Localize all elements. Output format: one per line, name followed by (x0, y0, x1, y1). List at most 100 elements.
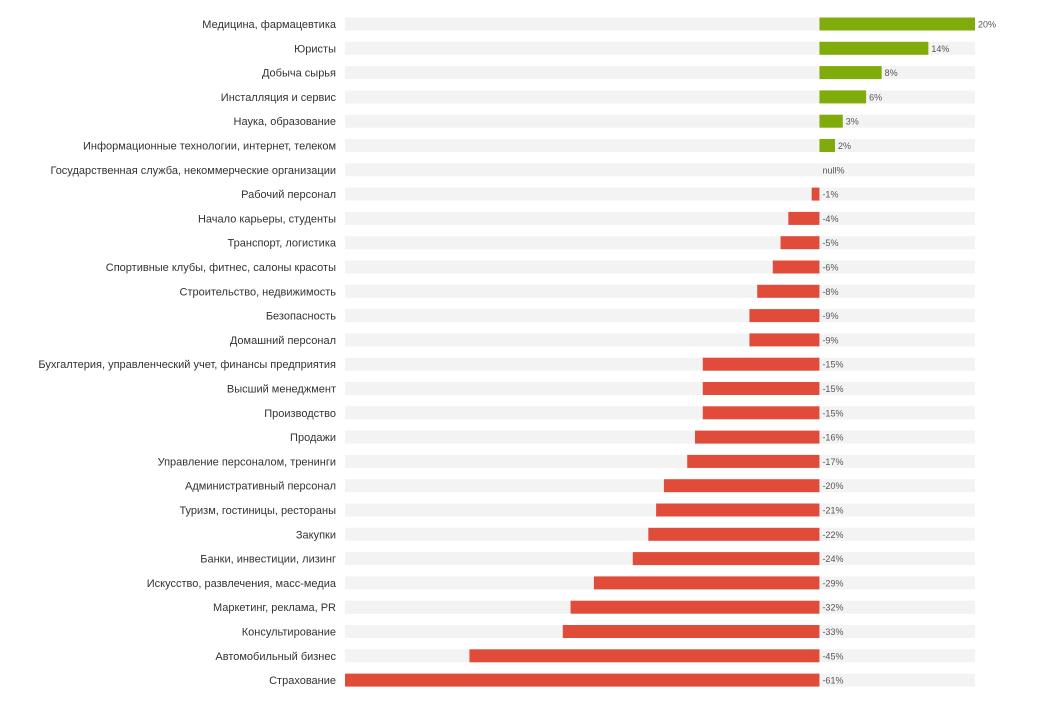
bar (469, 649, 820, 663)
category-label: Транспорт, логистика (228, 238, 337, 250)
value-label: -6% (822, 263, 838, 273)
bar-track (345, 236, 975, 250)
category-label: Спортивные клубы, фитнес, салоны красоты (106, 262, 336, 274)
value-label: -5% (822, 238, 838, 248)
category-label: Рабочий персонал (241, 189, 336, 201)
category-label: Консультирование (242, 627, 336, 639)
category-label: Страхование (269, 675, 336, 687)
bar (656, 503, 820, 517)
value-label: -17% (822, 457, 843, 467)
value-label: 14% (931, 44, 949, 54)
value-label: -15% (822, 384, 843, 394)
bar (687, 454, 820, 468)
bar (780, 236, 820, 250)
value-label: -9% (822, 335, 838, 345)
value-label: 2% (838, 141, 851, 151)
bar (345, 673, 820, 687)
bar-track (345, 41, 975, 55)
category-label: Закупки (296, 529, 336, 541)
category-label: Туризм, гостиницы, рестораны (179, 505, 336, 517)
value-label: -4% (822, 214, 838, 224)
bar-track (345, 187, 975, 201)
value-label: 3% (846, 117, 859, 127)
value-label: -45% (822, 651, 843, 661)
bar (702, 382, 820, 395)
bar (562, 625, 820, 638)
bar (695, 430, 820, 444)
bar (757, 284, 820, 298)
category-label: Высший менеджмент (227, 384, 336, 396)
category-label: Административный персонал (185, 481, 336, 493)
value-label: -32% (822, 603, 843, 613)
value-label: 20% (978, 20, 996, 30)
value-label: -8% (822, 287, 838, 297)
category-label: Добыча сырья (262, 68, 336, 80)
category-label: Строительство, недвижимость (180, 286, 337, 298)
category-label: Государственная служба, некоммерческие о… (50, 165, 336, 177)
bar-track (345, 382, 975, 395)
value-label: 8% (885, 68, 898, 78)
category-label: Начало карьеры, студенты (198, 213, 336, 225)
bar-track (345, 333, 975, 347)
category-label: Автомобильный бизнес (215, 651, 336, 663)
bar (772, 260, 820, 274)
value-label: 6% (869, 92, 882, 102)
bar (570, 600, 820, 614)
bar (632, 552, 820, 566)
value-label: -15% (822, 360, 843, 370)
bar-track (345, 479, 975, 493)
value-label: -21% (822, 506, 843, 516)
value-label: -16% (822, 433, 843, 443)
bar-track (345, 90, 975, 104)
bar-track (345, 66, 975, 80)
category-label: Домашний персонал (230, 335, 336, 347)
category-label: Управление персоналом, тренинги (158, 456, 336, 468)
category-label: Искусство, развлечения, масс-медиа (147, 578, 337, 590)
bar-track (345, 309, 975, 323)
bar (819, 17, 975, 31)
bar (819, 114, 843, 128)
category-label: Маркетинг, реклама, PR (213, 602, 336, 614)
bar (819, 41, 929, 55)
category-label: Медицина, фармацевтика (202, 19, 337, 31)
bar-track (345, 211, 975, 225)
bar-track (345, 17, 975, 31)
value-label: -29% (822, 578, 843, 588)
value-label: -61% (822, 676, 843, 686)
category-label: Производство (264, 408, 336, 420)
bar (648, 527, 820, 541)
value-label: null% (822, 165, 844, 175)
category-label: Наука, образование (234, 116, 336, 128)
value-label: -9% (822, 311, 838, 321)
bar-track (345, 406, 975, 420)
value-label: -15% (822, 408, 843, 418)
category-label: Безопасность (266, 311, 336, 323)
value-label: -22% (822, 530, 843, 540)
category-label: Информационные технологии, интернет, тел… (83, 141, 336, 153)
bar-track (345, 284, 975, 298)
bar-track (345, 357, 975, 371)
bar-track (345, 454, 975, 468)
bar-track (345, 114, 975, 128)
bar (663, 479, 820, 493)
bar-track (345, 430, 975, 444)
bar (811, 187, 820, 201)
bar (702, 406, 820, 420)
value-label: -1% (822, 190, 838, 200)
bar-track (345, 139, 975, 152)
category-label: Бухгалтерия, управленческий учет, финанс… (38, 359, 336, 371)
bar (819, 90, 867, 104)
bar (788, 211, 820, 225)
bar (702, 357, 820, 371)
category-label: Продажи (290, 432, 336, 444)
value-label: -24% (822, 554, 843, 564)
category-label: Инсталляция и сервис (221, 92, 337, 104)
bar (593, 576, 820, 590)
bar (819, 66, 882, 80)
category-label: Банки, инвестиции, лизинг (200, 554, 336, 566)
category-label: Юристы (294, 43, 336, 55)
bar-track (345, 163, 975, 177)
bar-track (345, 260, 975, 274)
value-label: -20% (822, 481, 843, 491)
